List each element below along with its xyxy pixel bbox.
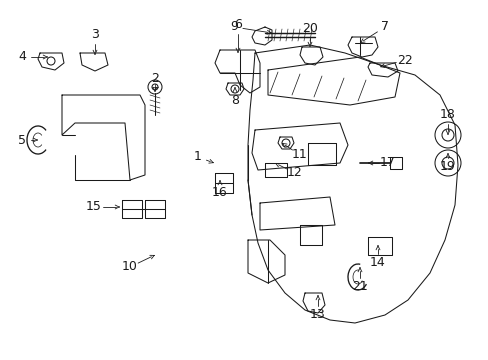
- Text: 10: 10: [122, 261, 138, 274]
- Text: 9: 9: [229, 21, 238, 33]
- Text: 7: 7: [380, 21, 388, 33]
- Text: 21: 21: [351, 280, 367, 293]
- Text: 6: 6: [234, 18, 242, 31]
- Text: 16: 16: [212, 186, 227, 199]
- Text: 2: 2: [151, 72, 159, 85]
- Text: 14: 14: [369, 256, 385, 270]
- Text: 18: 18: [439, 108, 455, 122]
- Text: 15: 15: [86, 201, 102, 213]
- Text: 5: 5: [18, 134, 26, 147]
- Text: 1: 1: [194, 150, 202, 163]
- Text: 17: 17: [379, 157, 395, 170]
- Text: 3: 3: [91, 28, 99, 41]
- Text: 13: 13: [309, 309, 325, 321]
- Text: 19: 19: [439, 161, 455, 174]
- Text: 4: 4: [18, 50, 26, 63]
- Text: 12: 12: [286, 166, 302, 180]
- Text: 22: 22: [396, 54, 412, 67]
- Text: 8: 8: [230, 94, 239, 107]
- Text: 20: 20: [302, 22, 317, 36]
- Text: 11: 11: [291, 148, 307, 162]
